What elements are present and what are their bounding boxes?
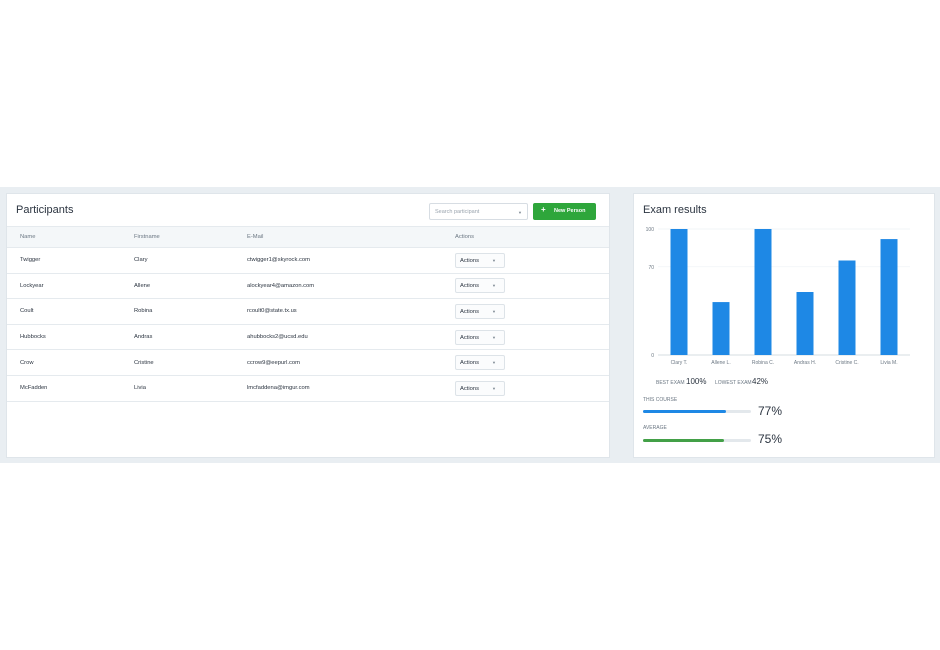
chevron-down-icon: ▼ <box>492 283 496 289</box>
y-tick-label: 70 <box>648 265 654 271</box>
cell-firstname: Clary <box>134 257 148 264</box>
exam-results-title: Exam results <box>643 204 707 216</box>
participants-table: Name Firstname E-Mail Actions Twigger Cla… <box>7 226 609 402</box>
cell-email: alockyear4@amazon.com <box>247 282 315 289</box>
this-course-progress-fill <box>643 410 727 413</box>
y-tick-label: 0 <box>651 353 654 359</box>
bar <box>712 302 730 355</box>
cell-name: Lockyear <box>20 282 44 289</box>
table-row: Coult Robina rcoult0@state.tx.us Actions ▼ <box>7 299 609 325</box>
lowest-exam-label: LOWEST EXAM <box>715 380 752 386</box>
cell-name: Hubbocks <box>20 334 46 341</box>
table-header: Name Firstname E-Mail Actions <box>7 226 609 248</box>
chevron-down-icon: ▼ <box>492 334 496 340</box>
table-row: Lockyear Allene alockyear4@amazon.com Actio… <box>7 273 609 299</box>
x-tick-label: Andras H. <box>794 360 816 366</box>
actions-label: Actions <box>460 385 480 392</box>
cell-name: Coult <box>20 308 34 315</box>
chevron-down-icon: ▼ <box>492 360 496 366</box>
cell-actions: Actions ▼ <box>442 350 609 376</box>
search-participant-select[interactable]: Search participant ▼ <box>429 203 528 220</box>
actions-label: Actions <box>460 257 480 264</box>
average-label: AVERAGE <box>643 425 667 431</box>
this-course-progress <box>643 410 751 413</box>
cell-email: ctwigger1@skyrock.com <box>247 257 310 264</box>
actions-dropdown[interactable]: Actions ▼ <box>455 252 505 268</box>
table-row: Twigger Clary ctwigger1@skyrock.com Actions… <box>7 248 609 274</box>
chevron-down-icon: ▼ <box>492 257 496 263</box>
cell-firstname: Cristine <box>134 359 154 366</box>
cell-name: Crow <box>20 359 34 366</box>
actions-dropdown[interactable]: Actions ▼ <box>455 329 505 345</box>
cell-firstname: Allene <box>134 282 151 289</box>
cell-actions: Actions ▼ <box>442 375 609 401</box>
cell-email: rcoult0@state.tx.us <box>247 308 297 315</box>
average-progress-fill <box>643 439 724 442</box>
x-tick-label: Cristine C. <box>835 360 858 366</box>
bar <box>838 260 856 355</box>
new-person-label: New Person <box>554 208 586 214</box>
column-header-actions: Actions <box>455 234 475 240</box>
cell-actions: Actions ▼ <box>442 248 609 274</box>
table-row: Crow Cristine ccrow9@eepurl.com Actions ▼ <box>7 350 609 376</box>
average-progress <box>643 439 751 442</box>
cell-actions: Actions ▼ <box>442 324 609 350</box>
new-person-button[interactable]: + New Person <box>533 203 596 220</box>
actions-dropdown[interactable]: Actions ▼ <box>455 380 505 396</box>
exam-results-chart: 0 70 100 Clary T. Allene L. Robina C. Andras H… <box>646 227 910 366</box>
actions-label: Actions <box>460 283 480 290</box>
column-header-firstname: Firstname <box>134 234 160 240</box>
bar <box>796 292 814 355</box>
cell-name: McFadden <box>20 385 48 392</box>
chevron-down-icon: ▼ <box>492 308 496 314</box>
actions-label: Actions <box>460 308 480 315</box>
participants-title: Participants <box>16 204 74 216</box>
bar <box>754 229 772 355</box>
cell-firstname: Robina <box>134 308 153 315</box>
best-exam-value: 100% <box>686 377 707 386</box>
column-header-email: E-Mail <box>247 234 264 240</box>
search-placeholder: Search participant <box>435 209 480 215</box>
actions-dropdown[interactable]: Actions ▼ <box>455 355 505 371</box>
bar <box>880 239 898 355</box>
lowest-exam-value: 42% <box>752 377 769 386</box>
x-tick-label: Allene L. <box>711 360 730 366</box>
y-tick-label: 100 <box>646 227 655 233</box>
table-row: Hubbocks Andras ahubbocks2@ucsd.edu Actions… <box>7 324 609 350</box>
actions-label: Actions <box>460 360 480 367</box>
cell-email: ccrow9@eepurl.com <box>247 359 300 366</box>
cell-actions: Actions ▼ <box>442 299 609 325</box>
best-exam-label: BEST EXAM <box>656 380 685 386</box>
x-tick-label: Robina C. <box>752 360 774 366</box>
participants-card: Participants Search participant ▼ + New … <box>6 193 610 458</box>
table-row: McFadden Livia lmcfaddena@imgur.com Actions… <box>7 375 609 402</box>
exam-results-card: Exam results 0 70 100 Clary T. Allene L. Robi… <box>633 193 935 458</box>
cell-actions: Actions ▼ <box>442 273 609 299</box>
x-tick-label: Clary T. <box>671 360 688 366</box>
this-course-value: 77% <box>758 404 783 418</box>
cell-email: lmcfaddena@imgur.com <box>247 385 310 392</box>
actions-label: Actions <box>460 334 480 341</box>
x-tick-label: Livia M. <box>880 360 897 366</box>
cell-firstname: Andras <box>134 334 153 341</box>
plus-icon: + <box>541 205 546 214</box>
bar <box>670 229 688 355</box>
actions-dropdown[interactable]: Actions ▼ <box>455 303 505 319</box>
column-header-name: Name <box>20 234 36 240</box>
average-value: 75% <box>758 432 783 446</box>
cell-firstname: Livia <box>134 385 146 392</box>
chevron-down-icon: ▼ <box>492 385 496 391</box>
this-course-label: THIS COURSE <box>643 397 678 403</box>
actions-dropdown[interactable]: Actions ▼ <box>455 278 505 294</box>
chevron-down-icon: ▼ <box>518 210 522 215</box>
cell-email: ahubbocks2@ucsd.edu <box>247 334 308 341</box>
cell-name: Twigger <box>20 257 41 264</box>
